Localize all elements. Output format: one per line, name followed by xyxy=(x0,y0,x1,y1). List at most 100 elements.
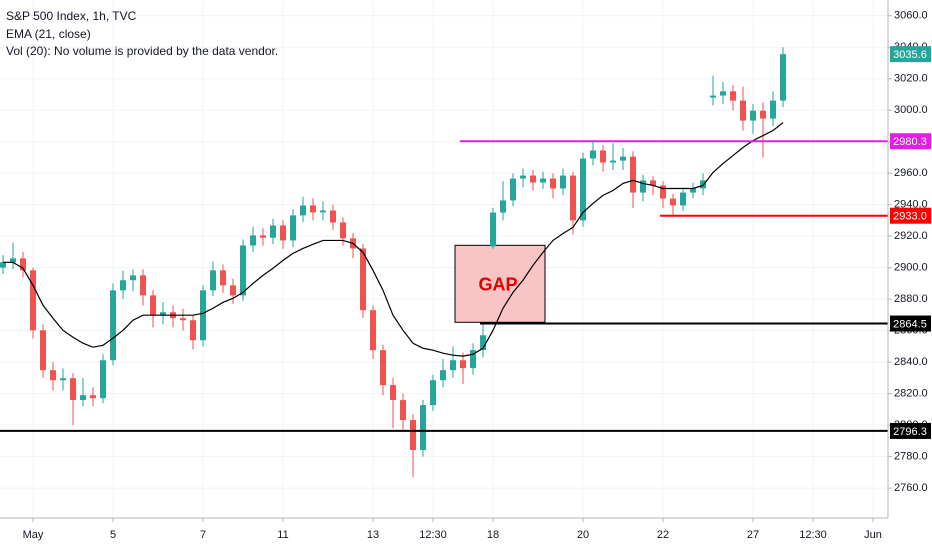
candle-body xyxy=(120,280,126,291)
candle-body xyxy=(180,318,186,321)
x-tick-label: May xyxy=(23,529,44,541)
gap-box xyxy=(454,244,546,323)
y-tick-label: 3060.0 xyxy=(894,10,928,22)
y-tick-label: 2900.0 xyxy=(894,262,928,274)
gap-label: GAP xyxy=(478,275,517,295)
candle-body xyxy=(520,175,526,179)
x-tick-label: 12:30 xyxy=(799,529,827,541)
candle-body xyxy=(330,210,336,223)
candle-body xyxy=(460,360,466,369)
candle-body xyxy=(750,110,756,121)
candle-body xyxy=(430,380,436,406)
candle-body xyxy=(360,248,366,311)
axes: 2760.02780.02800.02820.02840.02860.02880… xyxy=(23,10,931,541)
candle-body xyxy=(150,295,156,316)
x-tick-label: 22 xyxy=(657,529,669,541)
candle-body xyxy=(700,180,706,189)
candle-body xyxy=(570,175,576,221)
candle-body xyxy=(200,290,206,341)
candle-body xyxy=(240,245,246,296)
candle-body xyxy=(130,275,136,281)
candle-body xyxy=(680,192,686,206)
last-price-box xyxy=(890,46,931,63)
candle-body xyxy=(780,54,786,101)
level-label-box xyxy=(890,207,931,224)
level-label: 2864.5 xyxy=(893,318,927,330)
y-tick-label: 2840.0 xyxy=(894,356,928,368)
candle-body xyxy=(420,405,426,450)
candle-body xyxy=(640,180,646,193)
candle-body xyxy=(40,330,46,371)
candle-body xyxy=(550,178,556,189)
candle-body xyxy=(650,180,656,186)
candle-body xyxy=(540,178,546,183)
level-label: 2980.3 xyxy=(893,136,927,148)
candle-body xyxy=(320,210,326,213)
candle-body xyxy=(70,378,76,401)
level-label-box xyxy=(890,133,931,150)
last-price-label: 3035.6 xyxy=(893,49,927,61)
candle-body xyxy=(590,150,596,159)
x-tick-label: 13 xyxy=(367,529,379,541)
candle-body xyxy=(720,91,726,96)
candle-body xyxy=(190,320,196,341)
y-tick-label: 2920.0 xyxy=(894,230,928,242)
candle-body xyxy=(620,156,626,161)
level-label: 2933.0 xyxy=(893,211,927,223)
y-tick-label: 3000.0 xyxy=(894,104,928,116)
candle-body xyxy=(770,100,776,119)
candle-body xyxy=(600,150,606,163)
candle-body xyxy=(560,175,566,189)
x-tick-label: 27 xyxy=(747,529,759,541)
candle-body xyxy=(630,156,636,193)
candle-body xyxy=(60,378,66,381)
candle-body xyxy=(310,205,316,213)
candle-body xyxy=(100,360,106,399)
candle-body xyxy=(530,175,536,183)
candle-body xyxy=(490,212,496,247)
candle-body xyxy=(370,310,376,351)
y-tick-label: 3020.0 xyxy=(894,73,928,85)
y-tick-label: 2780.0 xyxy=(894,451,928,463)
candle-body xyxy=(410,420,416,450)
y-tick-label: 2960.0 xyxy=(894,167,928,179)
x-tick-label: 7 xyxy=(200,529,206,541)
candle-body xyxy=(250,235,256,246)
volume-note: Vol (20): No volume is provided by the d… xyxy=(6,44,278,58)
candle-body xyxy=(730,91,736,101)
candle-body xyxy=(480,335,486,351)
ema-line xyxy=(3,122,784,357)
candle-body xyxy=(690,188,696,193)
candle-body xyxy=(660,185,666,199)
candle-body xyxy=(80,395,86,401)
candle-body xyxy=(710,95,716,98)
candle-body xyxy=(610,160,616,163)
level-label: 2796.3 xyxy=(893,426,927,438)
candle-body xyxy=(440,370,446,381)
level-label-box xyxy=(890,422,931,439)
candle-body xyxy=(30,270,36,331)
candle-body xyxy=(510,178,516,201)
y-tick-label: 2820.0 xyxy=(894,388,928,400)
candle-body xyxy=(450,360,456,371)
candle-body xyxy=(260,235,266,238)
candle-body xyxy=(300,205,306,216)
level-label-box xyxy=(890,315,931,332)
candle-body xyxy=(140,275,146,296)
candle-body xyxy=(230,285,236,296)
x-tick-label: 20 xyxy=(577,529,589,541)
candle-body xyxy=(290,215,296,241)
y-tick-label: 2940.0 xyxy=(894,199,928,211)
indicator-legend: EMA (21, close) xyxy=(6,27,91,41)
candle-body xyxy=(670,198,676,206)
candle-body xyxy=(470,350,476,369)
candle-body xyxy=(20,258,26,271)
candle-body xyxy=(400,400,406,421)
plot: GAP xyxy=(0,47,888,478)
chart-title: S&P 500 Index, 1h, TVC xyxy=(6,9,137,23)
x-tick-label: 5 xyxy=(110,529,116,541)
candle-body xyxy=(270,225,276,238)
candle-body xyxy=(220,270,226,286)
candle-body xyxy=(280,225,286,241)
